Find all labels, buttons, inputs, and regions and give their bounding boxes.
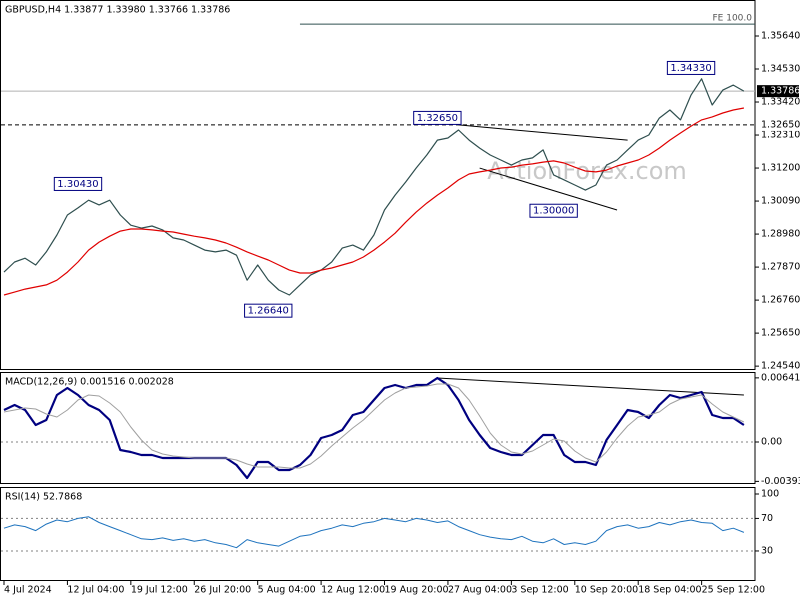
- panel-frame: [0, 0, 756, 370]
- y-tick-label: 1.27870: [761, 262, 800, 273]
- level-label-box: [757, 118, 799, 131]
- annotation-box: [413, 110, 462, 125]
- x-tick-label: 18 Sep 04:00: [638, 585, 701, 596]
- annotation-label: 1.30000: [533, 206, 574, 217]
- y-tick-label: 1.33420: [761, 97, 800, 108]
- x-tick-label: 25 Sep 12:00: [702, 585, 765, 596]
- annotation-label: 1.34330: [670, 63, 711, 74]
- panel-frame: [0, 487, 756, 581]
- y-tick-label: 1.34530: [761, 64, 800, 75]
- y-tick-label: 1.31200: [761, 163, 800, 174]
- y-tick-label: 100: [761, 488, 779, 499]
- last-price-label: 1.33786: [761, 86, 800, 97]
- trendline: [458, 124, 628, 141]
- y-tick-label: 30: [761, 545, 773, 556]
- annotation-box: [244, 303, 293, 318]
- x-tick-label: 26 Jul 20:00: [194, 585, 251, 596]
- annotation-label: 1.26640: [248, 306, 289, 317]
- series-line: [3, 383, 745, 469]
- panel-title: MACD(12,26,9) 0.001516 0.002028: [5, 377, 174, 388]
- y-tick-label: 0.006413: [761, 372, 800, 383]
- fe-label: FE 100.0: [713, 14, 753, 24]
- y-tick-label: 0.00: [761, 437, 782, 448]
- y-tick-label: -0.003938: [761, 476, 800, 487]
- series-line: [3, 107, 745, 296]
- y-tick-label: 1.35640: [761, 30, 800, 41]
- panel-title: GBPUSD,H4 1.33877 1.33980 1.33766 1.3378…: [5, 5, 230, 16]
- y-tick-label: 1.32310: [761, 130, 800, 141]
- x-tick-label: 12 Aug 12:00: [321, 585, 385, 596]
- x-tick-label: 10 Sep 20:00: [575, 585, 638, 596]
- annotation-box: [666, 60, 716, 75]
- series-line: [3, 78, 745, 296]
- panel-frame: [0, 372, 756, 484]
- y-tick-label: 1.28980: [761, 229, 800, 240]
- y-tick-label: 1.26760: [761, 295, 800, 306]
- level-label: 1.32650: [761, 119, 800, 130]
- panel-title: RSI(14) 52.7868: [5, 492, 82, 503]
- y-tick-label: 70: [761, 513, 773, 524]
- trendline: [437, 377, 744, 396]
- annotation-label: 1.30430: [57, 179, 98, 190]
- last-price-box: [757, 85, 799, 98]
- x-tick-label: 19 Jul 12:00: [131, 585, 188, 596]
- x-tick-label: 19 Aug 20:00: [385, 585, 449, 596]
- x-tick-label: 3 Sep 12:00: [511, 585, 568, 596]
- y-tick-label: 1.24540: [761, 361, 800, 372]
- annotation-box: [529, 203, 578, 218]
- series-line: [3, 516, 745, 549]
- x-tick-label: 12 Jul 04:00: [67, 585, 124, 596]
- y-tick-label: 1.30090: [761, 196, 800, 207]
- series-line: [3, 376, 745, 480]
- trendline: [479, 167, 618, 211]
- x-tick-label: 4 Jul 2024: [4, 585, 52, 596]
- annotation-box: [53, 176, 103, 191]
- y-tick-label: 1.25650: [761, 328, 800, 339]
- x-tick-label: 5 Aug 04:00: [258, 585, 316, 596]
- annotation-label: 1.32650: [417, 113, 458, 124]
- x-tick-label: 27 Aug 04:00: [448, 585, 512, 596]
